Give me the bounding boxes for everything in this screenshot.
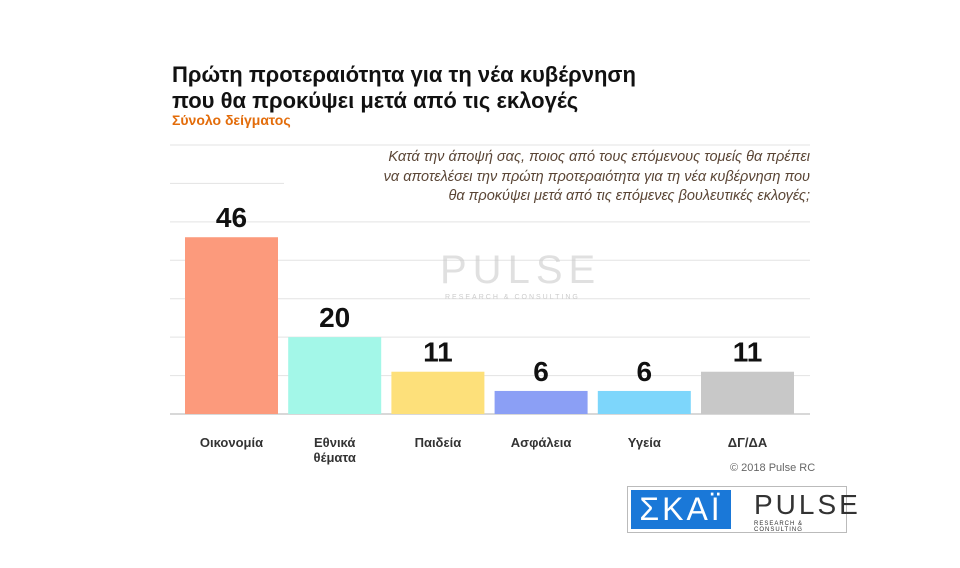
data-label: 6 [533,356,549,387]
data-label: 6 [637,356,653,387]
category-label: Οικονομία [200,435,263,450]
question-line-3: θα προκύψει μετά από τις επόμενες βουλευ… [448,188,810,204]
chart-title: Πρώτη προτεραιότητα για τη νέα κυβέρνηση… [172,62,636,114]
logos-box: ΣΚΑΪ PULSE RESEARCH & CONSULTING [627,486,858,533]
bar-4 [597,390,691,414]
question-line-1: Κατά την άποψή σας, ποιος από τους επόμε… [388,149,810,165]
category-label: Ασφάλεια [511,435,572,450]
bar-1 [288,337,382,414]
skai-logo: ΣΚΑΪ [631,490,731,529]
question-line-2: να αποτελέσει την πρώτη προτεραιότητα γι… [383,168,810,185]
watermark-subtext: RESEARCH & CONSULTING [445,294,580,301]
category-label: Υγεία [628,435,661,450]
title-line-1: Πρώτη προτεραιότητα για τη νέα κυβέρνηση [172,62,636,87]
bar-3 [494,390,588,414]
data-label: 11 [423,337,453,368]
title-line-2: που θα προκύψει μετά από τις εκλογές [172,88,579,113]
data-label: 11 [733,337,763,368]
category-label: ΔΓ/ΔΑ [728,435,768,450]
data-label: 20 [319,302,350,333]
survey-question: Κατά την άποψή σας, ποιος από τους επόμε… [284,148,810,207]
bar-5 [701,371,794,414]
watermark-logo: PULSE [440,248,602,292]
chart-subtitle: Σύνολο δείγματος [172,112,291,128]
data-label: 46 [216,202,247,233]
category-label: Παιδεία [415,435,462,450]
category-label: Εθνικά θέματα [314,435,356,465]
bar-2 [391,371,485,414]
copyright: © 2018 Pulse RC [730,462,816,474]
pulse-logo: PULSE [754,489,861,520]
bar-0 [185,237,278,414]
pulse-logo-subtext: RESEARCH & CONSULTING [754,521,804,533]
